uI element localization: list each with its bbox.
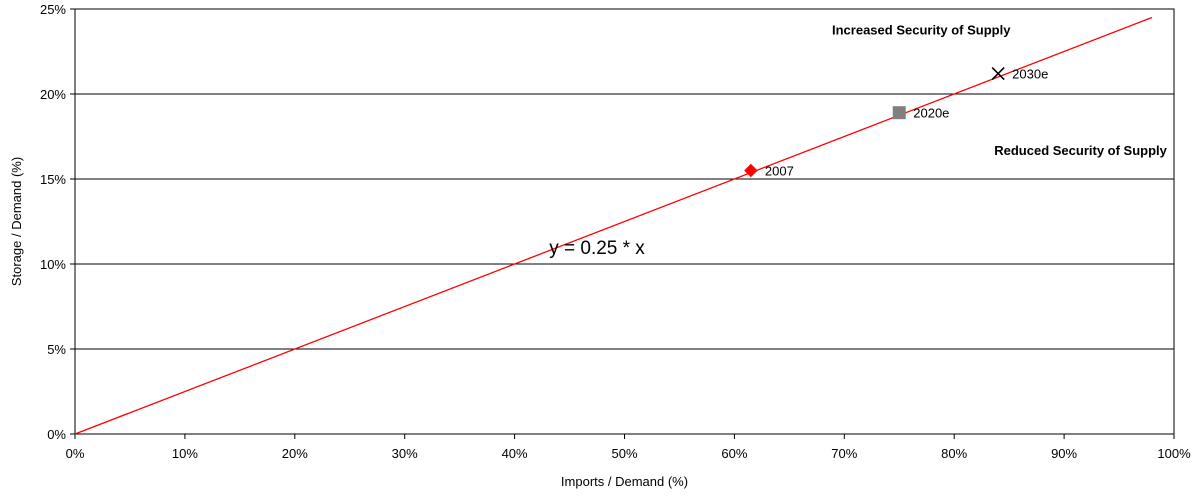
x-tick-label-1: 10% [172,446,198,461]
y-tick-label-5: 25% [40,2,66,17]
x-tick-label-5: 50% [611,446,637,461]
y-tick-label-3: 15% [40,172,66,187]
annotation-1: Reduced Security of Supply [994,143,1167,158]
y-tick-label-4: 20% [40,87,66,102]
annotation-0: Increased Security of Supply [832,22,1011,37]
y-axis-title: Storage / Demand (%) [9,157,24,286]
y-tick-label-2: 10% [40,257,66,272]
x-tick-label-10: 100% [1157,446,1191,461]
x-axis-title: Imports / Demand (%) [561,474,688,489]
annotations-layer: Increased Security of Supply Reduced Secu… [549,22,1167,259]
point-2030e-marker [991,67,1005,81]
y-tick-label-0: 0% [47,427,66,442]
point-2020e-label: 2020e [913,106,949,121]
x-ticks-layer: 0% 10% 20% 30% 40% 50% 60% 70% 80% 90% 100% [66,434,1191,461]
line-layer [74,16,1153,435]
x-tick-label-3: 30% [392,446,418,461]
y-ticks-layer: 0% 5% 10% 15% 20% 25% [40,2,75,442]
trend-line [74,16,1153,435]
point-2030e-label: 2030e [1012,67,1048,82]
point-2007-marker [744,163,758,178]
point-2030e-marker-stroke-2 [991,67,1005,81]
x-tick-label-0: 0% [66,446,85,461]
grid-layer [75,93,1174,350]
x-tick-label-4: 40% [502,446,528,461]
point-2007-label: 2007 [765,164,794,179]
x-tick-label-6: 60% [721,446,747,461]
points-layer: 2007 2020e 2030e [744,67,1048,179]
x-tick-label-9: 90% [1051,446,1077,461]
x-tick-label-8: 80% [941,446,967,461]
y-tick-label-1: 5% [47,342,66,357]
point-2020e-marker [892,106,906,120]
equation-label: y = 0.25 * x [549,238,645,259]
x-tick-label-7: 70% [831,446,857,461]
x-tick-label-2: 20% [282,446,308,461]
